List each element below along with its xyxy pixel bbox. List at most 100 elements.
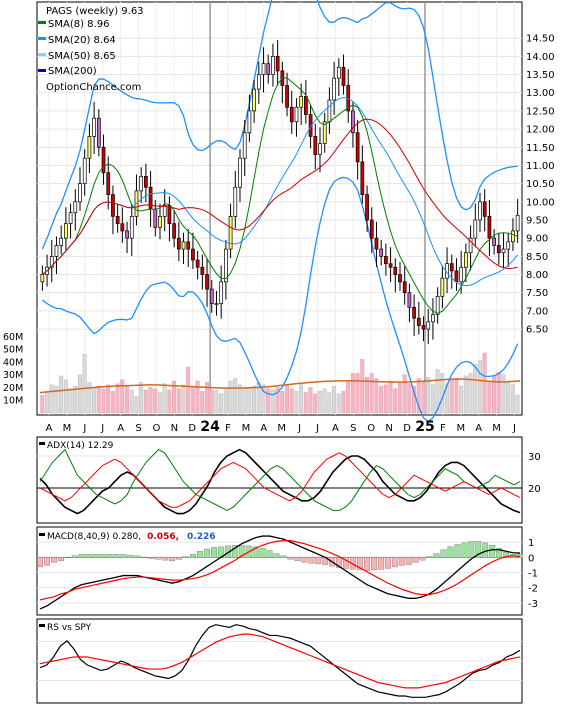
price-y-tick-label: 13.00 [526,88,555,99]
candle-body [214,303,219,305]
candle-body [369,219,374,239]
price-y-tick-label: 6.50 [526,325,548,336]
rs-gridlines [37,641,522,681]
candle-body [511,230,515,243]
volume-bar [473,364,478,414]
legend-swatch-sma8 [38,21,46,24]
macd-histogram-bar [162,557,169,561]
volume-bar [468,373,473,414]
candle-body [144,176,148,188]
volume-bar [40,394,45,414]
volume-bar [266,388,271,414]
candle-body [327,99,332,123]
price-x-tick-label: F [440,423,446,434]
macd-y-tick-label: 1 [528,538,534,549]
price-y-tick-label: 8.00 [526,270,548,281]
volume-bar [82,354,87,414]
macd-histogram-bar [468,541,475,558]
macd-histogram-bar [364,557,370,571]
adx-y-tick-label: 20 [528,484,541,495]
volume-bar [209,389,214,414]
macd-histogram-bar [197,551,203,558]
volume-bar [73,385,78,414]
volume-bar [223,387,228,414]
candle-body [228,216,233,250]
candle-body [421,325,426,330]
price-y-tick-label: 7.00 [526,306,548,317]
volume-bar [336,393,341,414]
candle-body [125,230,129,239]
price-y-tick-label: 8.50 [526,252,548,263]
candle-body [482,201,487,217]
volume-bar [214,389,219,414]
volume-bar [200,391,205,414]
candle-body [473,219,478,239]
volume-bar [506,382,511,414]
macd-histogram-bar [120,554,127,558]
volume-bar [487,380,492,414]
candle-body [233,186,238,217]
volume-bar [181,384,186,414]
price-y-tick-label: 10.00 [526,197,555,208]
volume-bar [421,382,426,414]
candle-body [388,263,393,268]
legend-swatch-sma50 [38,53,46,56]
volume-bar [54,385,59,414]
volume-bar [308,387,313,414]
candle-body [271,56,275,75]
volume-bar [96,385,101,414]
candle-body [96,117,101,148]
candle-body [294,106,299,123]
volume-bar [162,383,167,414]
macd-histogram-bar [99,554,106,558]
volume-bar [275,387,280,414]
sma50-line [42,118,518,275]
volume-bar [157,392,162,414]
candle-body [139,176,144,192]
candle-body [191,248,195,261]
candle-body [106,172,111,195]
candle-body [181,241,186,250]
candle-body [318,143,322,155]
candle-body [407,292,412,308]
price-x-tick-label: O [152,423,160,434]
adx-series-line [39,448,521,515]
macd-histogram-bar [204,548,210,558]
macd-histogram-bar [398,557,405,566]
macd-histogram-bar [155,557,162,560]
macd-signal-value: 0.056, [147,532,179,542]
volume-bar [261,384,266,414]
candle-body [501,248,506,254]
rs-lines [39,624,521,698]
macd-histogram-bar [85,554,92,558]
adx-series-line [39,452,521,508]
volume-bar [115,383,120,414]
price-x-tick-label: N [171,423,178,434]
volume-bar [393,388,398,414]
candle-body [275,56,280,72]
macd-histogram-bar [433,553,440,558]
volume-bar [407,383,412,414]
macd-histogram-bar [134,555,141,558]
adx-label: ADX(14) 12.29 [47,441,114,451]
volume-y-tick-label: 40M [3,357,23,368]
volume-bar [350,373,355,414]
volume-bar [501,374,506,414]
volume-bar [195,380,200,414]
price-y-tick-label: 12.50 [526,106,555,117]
price-y-tick-label: 13.50 [526,70,555,81]
candle-body [82,157,87,184]
candle-body [92,117,96,137]
rs-series-line [39,633,521,689]
macd-histogram-bar [419,557,426,561]
candle-body [59,237,64,246]
price-y-tick-label: 9.50 [526,216,548,227]
volume-bar [303,392,308,414]
price-x-tick-label: A [46,423,53,434]
volume-bar [449,379,454,414]
candle-body [355,132,360,163]
macd-histogram-bar [37,557,43,568]
volume-y-tick-label: 30M [3,370,23,381]
adx-lines [39,448,521,515]
volume-bars [40,352,520,414]
